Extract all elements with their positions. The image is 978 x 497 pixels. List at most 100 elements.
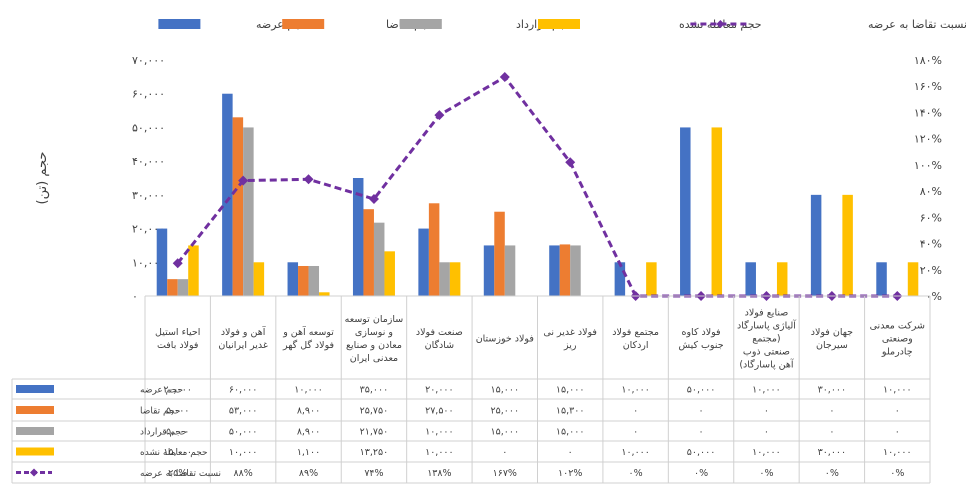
- category-label: شادگان: [425, 339, 455, 351]
- bar: [483, 245, 495, 296]
- category-label: فولاد گل گهر: [282, 339, 334, 351]
- table-cell: ۷۴%: [364, 468, 383, 479]
- y-axis-title: حجم (تن): [35, 152, 50, 205]
- legend-swatch: [282, 19, 325, 29]
- table-cell: ۰%: [694, 468, 708, 479]
- table-cell: ۰%: [629, 468, 643, 479]
- y-axis-right: ۰%۲۰%۴۰%۶۰%۸۰%۱۰۰%۱۲۰%۱۴۰%۱۶۰%۱۸۰%: [914, 54, 942, 303]
- bar: [614, 262, 626, 296]
- y2-tick-label: ۸۰%: [920, 185, 942, 198]
- category-label: وصنعتی: [882, 334, 913, 345]
- category-label: جهان فولاد: [811, 327, 853, 338]
- y2-tick-label: ۶۰%: [920, 211, 942, 224]
- line-point: [565, 157, 576, 168]
- bar: [745, 262, 756, 296]
- table-cell: ۳۰,۰۰۰: [818, 385, 847, 396]
- table-values: ۲۰,۰۰۰ ۶۰,۰۰۰ ۱۰,۰۰۰ ۳۵,۰۰۰ ۲۰,۰۰۰ ۱۵,۰۰۰ ۱۵,۰…: [163, 385, 911, 480]
- y-tick-label: ۰: [132, 290, 138, 303]
- table-cell: ۰: [829, 406, 834, 417]
- bar: [680, 127, 691, 296]
- table-cell: ۲۰,۰۰۰: [163, 385, 192, 396]
- category-label: فولاد خوزستان: [476, 334, 534, 345]
- table-cell: ۰%: [825, 468, 839, 479]
- table-cell: ۰: [895, 406, 900, 417]
- line-point: [499, 72, 510, 83]
- category-label: صنعت فولاد: [416, 327, 463, 338]
- table-cell: ۸,۹۰۰: [297, 427, 320, 438]
- category-label: و نوسازی: [355, 327, 393, 338]
- category-label: فولاد غدیر نی: [543, 327, 597, 338]
- bar: [646, 262, 657, 296]
- table-cell: ۵,۰۰۰: [166, 427, 189, 438]
- table-cell: ۱۰,۰۰۰: [229, 447, 258, 458]
- table-cell: ۲۷,۵۰۰: [425, 406, 454, 417]
- bar: [188, 245, 199, 296]
- data-table: [11, 295, 931, 484]
- bars: [156, 93, 919, 296]
- bar: [418, 228, 429, 296]
- bar: [504, 245, 516, 296]
- bar: [319, 292, 330, 296]
- table-cell: ۱۶۷%: [493, 468, 517, 479]
- category-label: سیرجان: [816, 340, 848, 351]
- bar: [842, 194, 853, 296]
- table-cell: ۱۰,۰۰۰: [425, 427, 454, 438]
- table-cell: ۱۰,۰۰۰: [883, 447, 912, 458]
- bar: [876, 262, 887, 296]
- bar: [308, 265, 320, 296]
- category-label: صنایع فولاد: [745, 308, 789, 319]
- bar: [373, 222, 385, 296]
- y-tick-label: ۷۰,۰۰۰: [132, 54, 165, 67]
- bar: [287, 262, 299, 296]
- row-header-label: حجم معامله نشده: [140, 448, 208, 458]
- bar: [549, 245, 560, 296]
- table-row-headers: حجم عرضه حجم تقاضا حجم قرارداد حجم معامله ن…: [16, 385, 221, 479]
- row-header-label: حجم تقاضا: [140, 407, 180, 417]
- bar: [711, 127, 723, 296]
- table-cell: ۰: [502, 447, 507, 458]
- table-cell: ۱۰۲%: [558, 468, 582, 479]
- bar: [384, 251, 395, 296]
- table-cell: ۱۵,۰۰۰: [556, 427, 585, 438]
- table-cell: ۶۰,۰۰۰: [229, 385, 258, 396]
- table-cell: ۵۰,۰۰۰: [687, 447, 716, 458]
- category-label: احیاء استیل: [155, 327, 200, 338]
- line-point: [368, 193, 379, 204]
- row-header-label: حجم قرارداد: [140, 428, 187, 438]
- category-label: مجتمع فولاد: [612, 327, 659, 338]
- table-cell: ۱۰,۰۰۰: [425, 447, 454, 458]
- y2-tick-label: ۱۴۰%: [914, 106, 942, 119]
- category-label: اردکان: [623, 340, 649, 351]
- table-cell: ۱,۱۰۰: [297, 447, 320, 458]
- table-cell: ۸۸%: [234, 468, 253, 479]
- table-cell: ۰: [633, 427, 638, 438]
- y-tick-label: ۳۰,۰۰۰: [132, 189, 165, 202]
- bar: [253, 262, 265, 296]
- table-cell: ۲۵%: [168, 468, 187, 479]
- bar: [298, 265, 309, 296]
- table-cell: ۰: [895, 427, 900, 438]
- category-label: فولاد کاوه: [681, 327, 720, 338]
- y2-tick-label: ۱۰۰%: [914, 159, 942, 172]
- category-label: معادن و صنایع: [346, 340, 402, 351]
- category-label: آلیاژی پاسارگاد: [737, 319, 796, 332]
- bar: [570, 245, 581, 296]
- table-cell: ۱۳,۲۵۰: [360, 447, 389, 458]
- category-label: غدیر ایرانیان: [218, 340, 267, 351]
- table-cell: ۱۰,۰۰۰: [621, 447, 650, 458]
- table-cell: ۰%: [759, 468, 773, 479]
- category-label: معدنی ایران: [350, 353, 398, 364]
- table-cell: ۱۵,۰۰۰: [491, 427, 520, 438]
- category-label: فولاد بافت: [157, 340, 199, 351]
- bar: [449, 262, 461, 296]
- line-point: [238, 175, 249, 186]
- y2-tick-label: ۱۶۰%: [914, 80, 942, 93]
- category-label: چادرملو: [881, 347, 913, 358]
- legend-label: نسبت تقاضا به عرضه: [868, 18, 967, 31]
- table-cell: ۱۰,۰۰۰: [294, 385, 323, 396]
- table-cell: ۱۵,۰۰۰: [163, 447, 192, 458]
- y-tick-label: ۴۰,۰۰۰: [132, 155, 165, 168]
- category-label: جنوب کیش: [678, 340, 723, 351]
